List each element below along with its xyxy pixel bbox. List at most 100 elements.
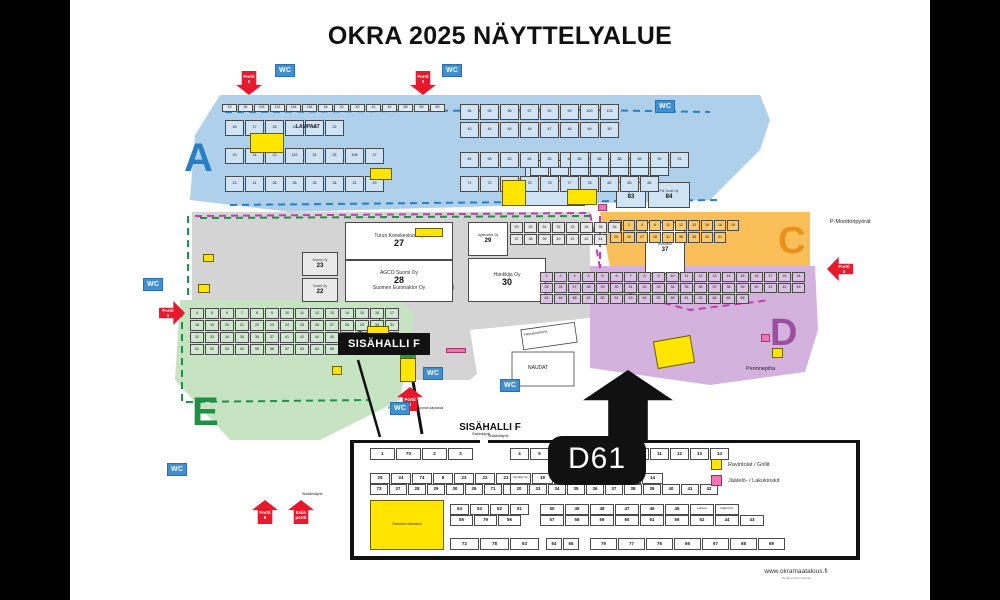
stand-box[interactable]: 89: [630, 152, 649, 168]
hall-booth[interactable]: 46: [640, 504, 664, 515]
hall-booth[interactable]: 39: [643, 484, 661, 495]
stand-box[interactable]: 10: [666, 272, 679, 282]
hall-booth[interactable]: 71: [484, 484, 502, 495]
hall-booth[interactable]: 79: [590, 538, 617, 550]
stand-box[interactable]: 16: [750, 272, 763, 282]
stand-box[interactable]: 18: [190, 320, 204, 331]
stand-box[interactable]: 38: [722, 283, 735, 293]
hall-booth[interactable]: 24: [391, 473, 411, 484]
stand-box[interactable]: 15: [736, 272, 749, 282]
stand-box[interactable]: 36: [250, 332, 264, 343]
stand-hankkija[interactable]: Hankkija Oy 30: [468, 258, 546, 302]
hall-booth[interactable]: 22: [475, 473, 495, 484]
stand-box[interactable]: 38: [524, 234, 537, 245]
stand-box[interactable]: 42: [295, 332, 309, 343]
stand-box[interactable]: 24: [305, 148, 324, 164]
restaurant-stand[interactable]: [203, 254, 214, 262]
stand-box[interactable]: 28: [582, 283, 595, 293]
stand-box[interactable]: 16: [701, 220, 713, 231]
hall-booth[interactable]: 11: [650, 448, 669, 460]
stand-box[interactable]: 2: [623, 220, 635, 231]
stand-box[interactable]: 38: [688, 232, 700, 243]
stand-box[interactable]: 36: [675, 232, 687, 243]
stand-box[interactable]: 94: [238, 104, 253, 112]
hall-booth[interactable]: 79: [474, 515, 497, 526]
hall-booth[interactable]: 37: [605, 484, 623, 495]
stand-box[interactable]: 55: [250, 344, 264, 355]
gate-arrow-icon[interactable]: Portti 1: [159, 301, 185, 325]
stand-box[interactable]: 44: [480, 122, 499, 138]
stand-box[interactable]: 40: [701, 232, 713, 243]
stand-box[interactable]: 6: [610, 272, 623, 282]
gate-arrow-icon[interactable]: Portti 5: [252, 500, 278, 524]
hall-booth[interactable]: 3: [448, 448, 473, 460]
stand-box[interactable]: 46: [520, 122, 539, 138]
hall-booth[interactable]: 50: [540, 504, 564, 515]
stand-box[interactable]: 15: [285, 120, 304, 136]
hall-booth[interactable]: 74: [412, 473, 432, 484]
gate-arrow-icon[interactable]: Esiin portti: [288, 500, 314, 524]
stand-box[interactable]: 24: [792, 272, 805, 282]
stand-box[interactable]: 41: [764, 283, 777, 293]
hall-booth[interactable]: 51: [510, 504, 529, 515]
stand-box[interactable]: 21: [305, 120, 324, 136]
stand-box[interactable]: 64: [520, 152, 539, 168]
hall-booth[interactable]: 65: [563, 538, 579, 550]
stand-box[interactable]: 55: [652, 294, 665, 304]
stand-box[interactable]: 39: [538, 234, 551, 245]
stand-box[interactable]: 37: [510, 234, 523, 245]
stand-box[interactable]: 1: [540, 272, 553, 282]
stand-box[interactable]: 44: [310, 332, 324, 343]
stand-box[interactable]: 64: [460, 152, 479, 168]
stand-box[interactable]: 18: [714, 220, 726, 231]
hall-booth[interactable]: 4: [510, 448, 529, 460]
stand-box[interactable]: 53: [220, 344, 234, 355]
stand-box[interactable]: 32: [552, 222, 565, 233]
stand-box[interactable]: 103: [600, 104, 619, 120]
stand-box[interactable]: 14: [340, 308, 354, 319]
hall-booth[interactable]: 62: [690, 515, 714, 526]
hall-booth[interactable]: 63: [510, 538, 539, 550]
stand-box[interactable]: 54: [235, 344, 249, 355]
stand-box[interactable]: 85: [570, 152, 589, 168]
stand-box[interactable]: 35: [235, 332, 249, 343]
stand-box[interactable]: 61: [680, 294, 693, 304]
hall-booth[interactable]: 66: [674, 538, 701, 550]
stand-box[interactable]: 64: [708, 294, 721, 304]
stand-box[interactable]: 31: [385, 320, 399, 331]
stand-box[interactable]: 60: [430, 104, 445, 112]
stand-box[interactable]: 41: [280, 332, 294, 343]
kiosk-stand[interactable]: [598, 204, 607, 211]
restaurant-stand[interactable]: [198, 284, 210, 293]
gate-arrow-icon[interactable]: Portti 3: [410, 71, 436, 95]
stand-box[interactable]: 86: [590, 152, 609, 168]
hall-booth[interactable]: 8: [433, 473, 453, 484]
stand-box[interactable]: 44: [594, 234, 607, 245]
stand-box[interactable]: 25: [325, 148, 344, 164]
stand-box[interactable]: 88: [610, 152, 629, 168]
stand-box[interactable]: 10: [280, 308, 294, 319]
hall-booth[interactable]: 28: [408, 484, 426, 495]
stand-box[interactable]: 83: [620, 176, 639, 192]
stand-agco-suomi[interactable]: AGCO Suomi Oy 28 Suomen Eurotraktor Oy: [345, 260, 453, 302]
stand-box[interactable]: 40: [750, 283, 763, 293]
stand-box[interactable]: 22: [778, 272, 791, 282]
stand-box[interactable]: 8: [649, 220, 661, 231]
stand-box[interactable]: 49: [582, 294, 595, 304]
stand-box[interactable]: 37: [265, 332, 279, 343]
stand-box[interactable]: 100: [580, 104, 599, 120]
stand-box[interactable]: 45: [325, 332, 339, 343]
stand-box[interactable]: 41: [566, 234, 579, 245]
stand-box[interactable]: 34: [220, 332, 234, 343]
stand-box[interactable]: 27: [365, 148, 384, 164]
hall-booth[interactable]: 41: [681, 484, 699, 495]
hall-booth[interactable]: 30: [446, 484, 464, 495]
stand-box[interactable]: 23: [265, 320, 279, 331]
stand-box[interactable]: 22: [325, 120, 344, 136]
hall-booth[interactable]: 43: [740, 515, 764, 526]
stand-box[interactable]: 116: [286, 104, 301, 112]
hall-booth[interactable]: 2: [422, 448, 447, 460]
stand-box[interactable]: 84: [640, 176, 659, 192]
stand-box[interactable]: 43: [792, 283, 805, 293]
hall-booth[interactable]: 13: [690, 448, 709, 460]
